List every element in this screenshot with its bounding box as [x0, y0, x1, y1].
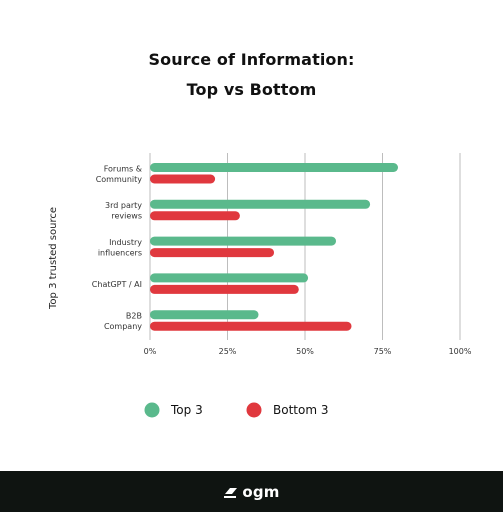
bar-bottom3-0 — [150, 174, 216, 184]
footer-bar: ogm — [0, 471, 503, 512]
x-tick-label-4: 100% — [449, 347, 472, 356]
x-tick-label-2: 50% — [296, 347, 314, 356]
category-label-0-line-0: Forums & — [104, 164, 142, 173]
y-axis-label: Top 3 trusted source — [48, 207, 59, 310]
ogm-logo-icon — [224, 487, 238, 498]
bar-chart: 0% 25% 50% 75% 100% Top 3 trusted source Forum… — [48, 153, 472, 418]
category-label-4-line-0: B2B — [126, 311, 142, 320]
chart-title: Source of Information: Top vs Bottom — [0, 45, 503, 105]
bar-bottom3-1 — [150, 211, 240, 221]
category-label-3-line-0: ChatGPT / AI — [92, 280, 142, 289]
legend-label-1: Bottom 3 — [273, 403, 328, 417]
legend-label-0: Top 3 — [170, 403, 203, 417]
x-tick-label-0: 0% — [144, 347, 157, 356]
bar-top3-2 — [150, 236, 336, 246]
bar-top3-0 — [150, 163, 398, 172]
bar-bottom3-4 — [150, 321, 352, 331]
chart-title-line-2: Top vs Bottom — [186, 80, 317, 99]
category-label-4-line-1: Company — [104, 322, 142, 331]
bar-bottom3-2 — [150, 248, 274, 258]
x-tick-label-1: 25% — [219, 347, 237, 356]
category-label-0-line-1: Community — [96, 175, 143, 184]
category-label-2-line-0: Industry — [109, 238, 142, 247]
legend-marker-0 — [144, 402, 160, 418]
ogm-logo-text: ogm — [242, 482, 280, 501]
category-label-2-line-1: influencers — [98, 248, 142, 257]
bar-top3-1 — [150, 199, 371, 209]
category-label-1-line-1: reviews — [111, 212, 142, 221]
ogm-logo: ogm — [223, 483, 279, 501]
x-tick-label-3: 75% — [374, 347, 392, 356]
category-label-1-line-0: 3rd party — [105, 201, 142, 210]
chart-title-line-1: Source of Information: — [148, 50, 355, 69]
bar-bottom3-3 — [150, 284, 299, 294]
bar-top3-3 — [150, 273, 309, 283]
legend-marker-1 — [246, 402, 262, 418]
bar-top3-4 — [150, 310, 259, 320]
